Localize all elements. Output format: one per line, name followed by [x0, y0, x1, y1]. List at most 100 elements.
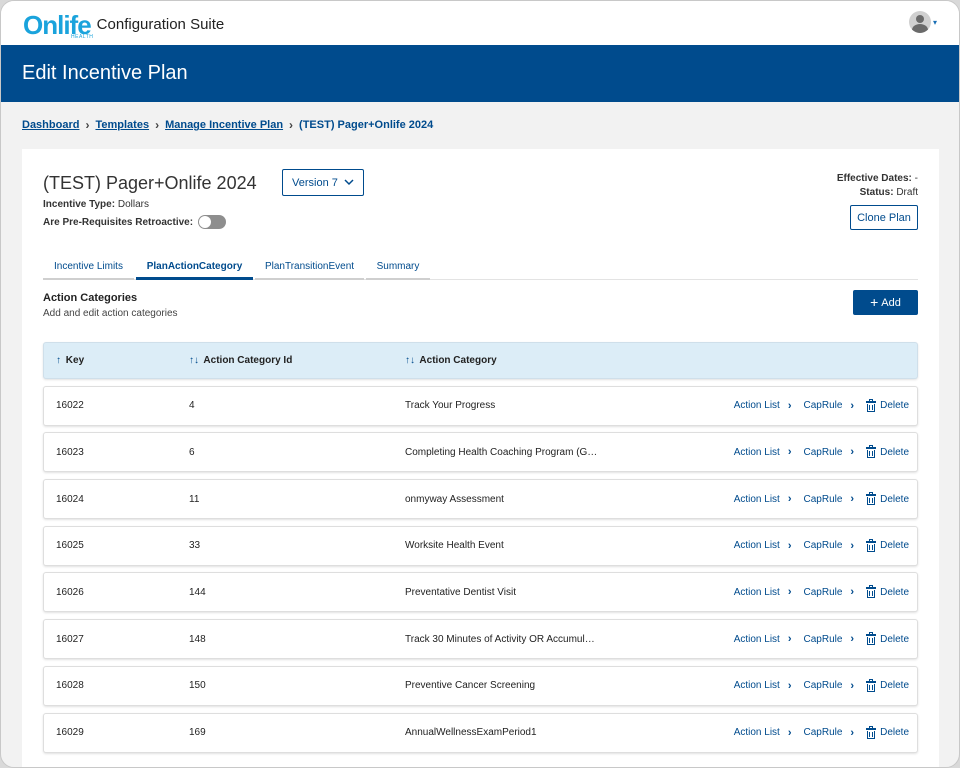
- delete-button[interactable]: Delete: [866, 585, 909, 599]
- clone-plan-button[interactable]: Clone Plan: [850, 205, 918, 230]
- action-list-link[interactable]: Action List ›: [734, 446, 804, 458]
- column-header-category-label: Action Category: [419, 355, 497, 366]
- column-header-action-category-id[interactable]: ↑↓ Action Category Id: [189, 355, 405, 366]
- cell-action-category-id: 33: [189, 540, 201, 552]
- table-row: 16027 148 Track 30 Minutes of Activity O…: [43, 619, 918, 660]
- table-row: 16029 169 AnnualWellnessExamPeriod1 Acti…: [43, 712, 918, 753]
- cap-rule-label: CapRule: [803, 493, 843, 505]
- retroactive-toggle[interactable]: [198, 215, 227, 229]
- logo-wordmark: Onlife: [23, 10, 92, 40]
- incentive-type-label: Incentive Type:: [43, 199, 116, 210]
- row-actions: Action List › CapRule › Delete: [734, 538, 917, 552]
- cap-rule-link[interactable]: CapRule ›: [804, 446, 867, 458]
- table-row: 16028 150 Preventive Cancer Screening Ac…: [43, 665, 918, 706]
- delete-button[interactable]: Delete: [866, 398, 909, 412]
- delete-button[interactable]: Delete: [866, 678, 909, 692]
- action-list-label: Action List: [733, 633, 780, 645]
- retroactive-label: Are Pre-Requisites Retroactive:: [43, 216, 194, 228]
- breadcrumb-manage-incentive-plan[interactable]: Manage Incentive Plan: [165, 119, 284, 131]
- cap-rule-link[interactable]: CapRule ›: [804, 540, 867, 552]
- effective-dates-label: Effective Dates:: [836, 173, 912, 184]
- action-categories-table: ↑ Key ↑↓ Action Category Id ↑↓ Action Ca…: [43, 342, 918, 753]
- trash-icon: [866, 538, 877, 552]
- tab-summary[interactable]: Summary: [366, 255, 430, 280]
- cell-action-category-id: 4: [189, 400, 195, 412]
- cell-action-category: AnnualWellnessExamPeriod1: [405, 727, 537, 738]
- cell-action-category-id: 6: [189, 446, 195, 458]
- action-list-link[interactable]: Action List ›: [734, 586, 804, 598]
- cap-rule-link[interactable]: CapRule ›: [804, 727, 867, 739]
- table-row: 16026 144 Preventative Dentist Visit Act…: [43, 572, 918, 613]
- action-list-label: Action List: [733, 400, 780, 412]
- user-menu[interactable]: ▾: [908, 11, 937, 33]
- action-list-link[interactable]: Action List ›: [734, 540, 804, 552]
- breadcrumb-templates[interactable]: Templates: [95, 119, 150, 131]
- delete-button[interactable]: Delete: [866, 632, 909, 646]
- add-button[interactable]: + Add: [853, 290, 918, 315]
- delete-button[interactable]: Delete: [866, 725, 909, 739]
- cap-rule-label: CapRule: [803, 540, 843, 552]
- tab-plan-transition-event[interactable]: PlanTransitionEvent: [255, 255, 364, 280]
- delete-button[interactable]: Delete: [866, 492, 909, 506]
- breadcrumb-current: (TEST) Pager+Onlife 2024: [299, 119, 434, 131]
- chevron-right-icon: ›: [850, 586, 855, 599]
- cell-key: 16024: [56, 493, 84, 505]
- column-header-key-label: Key: [65, 355, 85, 366]
- cap-rule-link[interactable]: CapRule ›: [804, 400, 867, 412]
- version-value: Version 7: [292, 176, 338, 189]
- chevron-right-icon: ›: [787, 726, 792, 739]
- trash-icon: [866, 678, 877, 692]
- cell-action-category: Completing Health Coaching Program (G…: [405, 446, 598, 458]
- delete-button[interactable]: Delete: [866, 445, 909, 459]
- cell-action-category: onmyway Assessment: [405, 493, 504, 505]
- onlife-logo[interactable]: Onlife HEALTH: [23, 6, 93, 40]
- action-list-link[interactable]: Action List ›: [734, 493, 804, 505]
- cell-key: 16022: [56, 400, 84, 412]
- action-list-label: Action List: [733, 540, 780, 552]
- cap-rule-link[interactable]: CapRule ›: [804, 633, 867, 645]
- row-actions: Action List › CapRule › Delete: [734, 678, 917, 692]
- delete-button[interactable]: Delete: [866, 538, 909, 552]
- action-list-link[interactable]: Action List ›: [734, 680, 804, 692]
- chevron-right-icon: ›: [787, 633, 792, 646]
- cell-action-category: Track Your Progress: [405, 400, 496, 412]
- breadcrumb-dashboard[interactable]: Dashboard: [22, 119, 80, 131]
- action-list-label: Action List: [733, 586, 780, 598]
- chevron-down-icon: ▾: [932, 17, 937, 27]
- chevron-right-icon: ›: [787, 399, 792, 412]
- cell-key: 16025: [56, 540, 84, 552]
- action-list-label: Action List: [733, 493, 780, 505]
- cap-rule-link[interactable]: CapRule ›: [804, 680, 867, 692]
- action-list-link[interactable]: Action List ›: [734, 727, 804, 739]
- action-list-link[interactable]: Action List ›: [734, 400, 804, 412]
- row-actions: Action List › CapRule › Delete: [734, 632, 917, 646]
- incentive-type-value: Dollars: [117, 199, 149, 210]
- version-select[interactable]: Version 7: [282, 169, 364, 196]
- chevron-down-icon: [344, 179, 354, 186]
- cap-rule-label: CapRule: [803, 727, 843, 738]
- table-row: 16022 4 Track Your Progress Action List …: [43, 385, 918, 426]
- cap-rule-link[interactable]: CapRule ›: [804, 586, 867, 598]
- page-banner: Edit Incentive Plan: [1, 45, 959, 102]
- chevron-right-icon: ›: [850, 726, 855, 739]
- chevron-right-icon: ›: [787, 679, 792, 692]
- delete-label: Delete: [880, 400, 909, 412]
- add-button-label: Add: [881, 296, 901, 309]
- cell-action-category-id: 150: [189, 680, 206, 692]
- cap-rule-link[interactable]: CapRule ›: [804, 493, 867, 505]
- tab-plan-action-category[interactable]: PlanActionCategory: [136, 255, 253, 280]
- cell-action-category-id: 144: [189, 586, 206, 598]
- cap-rule-label: CapRule: [803, 633, 843, 645]
- trash-icon: [866, 585, 877, 599]
- plan-name: (TEST) Pager+Onlife 2024: [43, 173, 257, 193]
- action-list-label: Action List: [733, 446, 780, 458]
- column-header-action-category[interactable]: ↑↓ Action Category: [405, 355, 625, 366]
- chevron-right-icon: ›: [289, 118, 294, 132]
- row-actions: Action List › CapRule › Delete: [734, 725, 917, 739]
- tab-incentive-limits[interactable]: Incentive Limits: [43, 255, 134, 280]
- action-list-link[interactable]: Action List ›: [734, 633, 804, 645]
- cell-action-category-id: 148: [189, 633, 206, 645]
- column-header-key[interactable]: ↑ Key: [44, 355, 189, 366]
- chevron-right-icon: ›: [850, 539, 855, 552]
